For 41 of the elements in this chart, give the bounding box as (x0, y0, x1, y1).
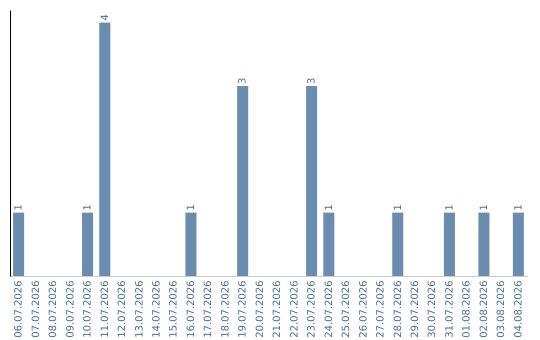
x-tick-label: 16.07.2026 (186, 280, 197, 338)
x-tick-label: 28.07.2026 (392, 280, 404, 338)
x-tick-label: 22.07.2026 (289, 280, 300, 338)
x-tick-label: 20.07.2026 (254, 280, 266, 338)
data-label: 1 (82, 204, 94, 211)
x-tick-label: 19.07.2026 (238, 280, 249, 338)
data-label: 1 (14, 204, 25, 211)
data-label: 1 (478, 204, 490, 211)
x-tick-label: 11.07.2026 (100, 280, 111, 338)
x-tick-label: 15.07.2026 (168, 280, 180, 338)
x-tick-label: 30.07.2026 (427, 280, 438, 338)
x-tick-label: 14.07.2026 (151, 280, 162, 338)
data-label: 3 (306, 78, 318, 84)
x-tick-label: 31.07.2026 (444, 280, 456, 338)
data-label: 3 (238, 78, 249, 84)
data-label: 1 (392, 204, 404, 211)
data-label: 1 (186, 204, 197, 211)
x-tick-label: 10.07.2026 (82, 280, 94, 338)
x-tick-label: 02.08.2026 (478, 280, 490, 338)
x-tick-label: 07.07.2026 (30, 280, 42, 338)
x-tick-label: 23.07.2026 (306, 280, 318, 338)
x-tick-label: 25.07.2026 (341, 280, 352, 338)
x-tick-label: 04.08.2026 (513, 280, 524, 338)
x-tick-label: 18.07.2026 (220, 280, 232, 338)
data-label: 4 (100, 14, 111, 21)
data-label: 1 (324, 204, 335, 211)
data-label: 1 (513, 204, 524, 211)
x-tick-label: 06.07.2026 (14, 280, 25, 338)
x-tick-label: 12.07.2026 (117, 280, 128, 338)
x-tick-label: 01.08.2026 (462, 280, 473, 338)
x-tick-label: 17.07.2026 (203, 280, 214, 338)
x-tick-label: 27.07.2026 (376, 280, 387, 338)
x-tick-label: 13.07.2026 (134, 280, 146, 338)
x-tick-label: 29.07.2026 (410, 280, 421, 338)
x-tick-label: 09.07.2026 (65, 280, 76, 338)
x-tick-label: 24.07.2026 (324, 280, 335, 338)
x-tick-label: 26.07.2026 (358, 280, 370, 338)
data-label: 1 (444, 204, 456, 211)
x-tick-label: 21.07.2026 (272, 280, 284, 338)
x-tick-label: 08.07.2026 (48, 280, 60, 338)
x-tick-label: 03.08.2026 (496, 280, 508, 338)
